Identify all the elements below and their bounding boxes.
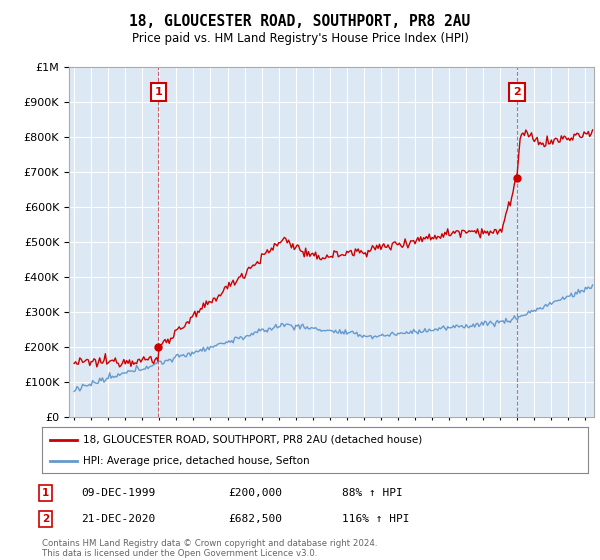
Text: 18, GLOUCESTER ROAD, SOUTHPORT, PR8 2AU: 18, GLOUCESTER ROAD, SOUTHPORT, PR8 2AU — [130, 14, 470, 29]
Point — [154, 343, 163, 352]
Text: 18, GLOUCESTER ROAD, SOUTHPORT, PR8 2AU (detached house): 18, GLOUCESTER ROAD, SOUTHPORT, PR8 2AU … — [83, 435, 422, 445]
Text: Price paid vs. HM Land Registry's House Price Index (HPI): Price paid vs. HM Land Registry's House … — [131, 32, 469, 45]
Text: 1: 1 — [42, 488, 49, 498]
Text: £200,000: £200,000 — [228, 488, 282, 498]
Point — [512, 174, 521, 183]
Text: 2: 2 — [513, 87, 521, 97]
Text: 21-DEC-2020: 21-DEC-2020 — [81, 514, 155, 524]
Text: 2: 2 — [42, 514, 49, 524]
Text: £682,500: £682,500 — [228, 514, 282, 524]
Text: 116% ↑ HPI: 116% ↑ HPI — [342, 514, 409, 524]
Text: 1: 1 — [155, 87, 163, 97]
Text: Contains HM Land Registry data © Crown copyright and database right 2024.
This d: Contains HM Land Registry data © Crown c… — [42, 539, 377, 558]
Text: 09-DEC-1999: 09-DEC-1999 — [81, 488, 155, 498]
Text: 88% ↑ HPI: 88% ↑ HPI — [342, 488, 403, 498]
Text: HPI: Average price, detached house, Sefton: HPI: Average price, detached house, Seft… — [83, 456, 310, 466]
